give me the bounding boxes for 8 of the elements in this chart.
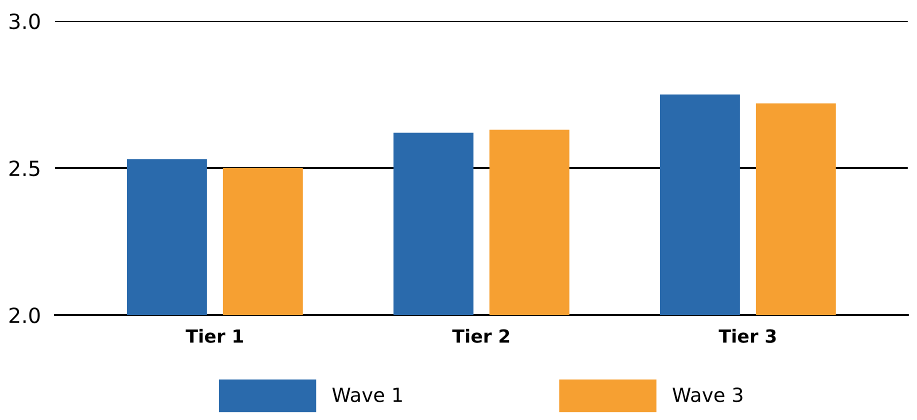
x-tick-label: Tier 3 (718, 328, 776, 343)
legend-label: Wave 1 (332, 388, 402, 402)
y-tick-label: 3.0 (10, 13, 40, 30)
legend-label: Wave 3 (672, 387, 742, 402)
y-tick-label: 2.5 (10, 160, 40, 176)
y-tick-label: 2.0 (10, 307, 40, 324)
x-tick-label: Tier 2 (452, 328, 510, 343)
x-tick-label: Tier 1 (186, 328, 243, 343)
